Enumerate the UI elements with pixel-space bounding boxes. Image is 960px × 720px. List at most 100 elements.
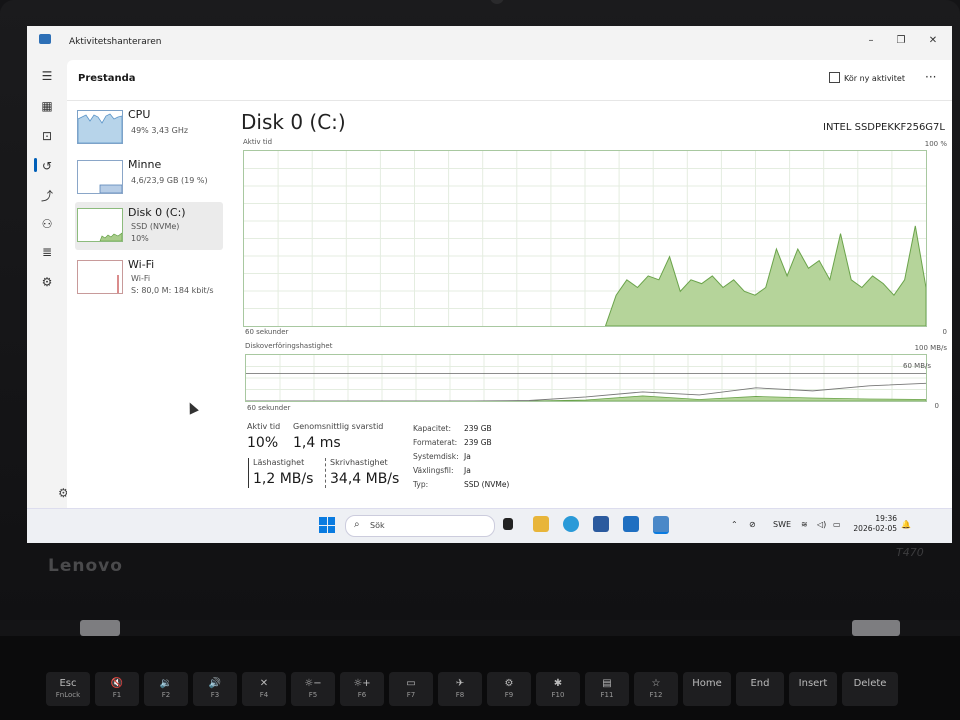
stat-read-value: 1,2 MB/s [253, 471, 314, 487]
run-task-label: Kör ny aktivitet [844, 74, 905, 83]
key-sublabel: F6 [357, 691, 367, 699]
transfer-mid-label: 60 MB/s [903, 362, 931, 370]
disk-thumbnail [77, 208, 123, 242]
details-icon[interactable]: ≣ [41, 245, 53, 259]
perf-item-cpu[interactable]: CPU 49% 3,43 GHz [75, 104, 223, 152]
key-f3: 🔊 F3 [193, 672, 237, 706]
key-label: ▭ [406, 678, 416, 689]
hinge-left [80, 620, 120, 636]
key-insert: Insert [789, 672, 837, 706]
key-label: Insert [798, 678, 828, 689]
disk-detail: Disk 0 (C:) INTEL SSDPEKKF256G7L Aktiv t… [235, 104, 947, 514]
camera-off-icon[interactable]: ⊘ [749, 520, 756, 529]
write-series-line [246, 382, 926, 401]
clock[interactable]: 19:36 2026-02-05 [841, 514, 897, 534]
write-bar [325, 458, 326, 488]
perf-item-wifi[interactable]: Wi-Fi Wi-Fi S: 80,0 M: 184 kbit/s [75, 254, 223, 302]
key-f8: ✈ F8 [438, 672, 482, 706]
minimize-button[interactable]: – [868, 35, 874, 46]
key-sublabel: F5 [308, 691, 318, 699]
task-view-icon[interactable] [503, 518, 513, 530]
page-header: Prestanda Kör ny aktivitet ··· [67, 60, 952, 101]
perf-item-disk[interactable]: Disk 0 (C:) SSD (NVMe) 10% [75, 202, 223, 250]
performance-list: CPU 49% 3,43 GHz Minne 4,6/23,9 GB (19 %… [75, 104, 223, 504]
transfer-x-label: 60 sekunder [247, 404, 291, 412]
services-icon[interactable]: ⚙ [41, 275, 53, 289]
key-fnlock: Esc FnLock [46, 672, 90, 706]
key-f11: ▤ F11 [585, 672, 629, 706]
prop-value: 239 GB [464, 424, 492, 433]
key-label: 🔊 [208, 678, 222, 689]
key-sublabel: F3 [210, 691, 220, 699]
wifi-thumbnail [77, 260, 123, 294]
key-sublabel: F9 [504, 691, 514, 699]
perf-item-name: Minne [128, 158, 162, 171]
run-new-task-button[interactable]: Kör ny aktivitet [829, 72, 905, 83]
active-indicator [34, 158, 37, 172]
maximize-button[interactable]: ❐ [896, 35, 906, 46]
key-label: Home [692, 678, 722, 689]
edge-icon[interactable] [563, 516, 579, 532]
outlook-icon[interactable] [623, 516, 639, 532]
key-sublabel: F7 [406, 691, 416, 699]
chevron-up-icon[interactable]: ⌃ [731, 520, 738, 529]
key-label: 🔇 [110, 678, 124, 689]
key-sublabel: F11 [600, 691, 614, 699]
taskbar: ⌕ Sök ⌃ ⊘ SWE ≋ ◁) ▭ 19:36 2026-02-05 🔔 [27, 508, 952, 543]
settings-icon[interactable]: ⚙ [58, 486, 69, 500]
file-explorer-icon[interactable] [533, 516, 549, 532]
processes-icon[interactable]: ▦ [41, 99, 53, 113]
transfer-svg [246, 355, 926, 401]
model-tag: T470 [896, 546, 924, 559]
battery-icon[interactable]: ▭ [833, 520, 841, 529]
run-task-icon [829, 72, 840, 83]
taskbar-search[interactable]: ⌕ Sök [345, 515, 495, 537]
prop-value: 239 GB [464, 438, 492, 447]
close-button[interactable]: ✕ [928, 35, 938, 46]
users-icon[interactable]: ⚇ [41, 217, 53, 231]
key-sublabel: FnLock [55, 691, 81, 699]
key-label: ☼− [304, 678, 322, 689]
clock-time: 19:36 [875, 514, 897, 523]
store-icon[interactable] [593, 516, 609, 532]
prop-key: Växlingsfil: [413, 466, 454, 475]
key-f2: 🔉 F2 [144, 672, 188, 706]
cpu-thumbnail [77, 110, 123, 144]
key-sublabel: F2 [161, 691, 171, 699]
task-manager-taskbar-icon[interactable] [653, 516, 669, 534]
task-manager-icon [39, 34, 51, 44]
key-sublabel: F12 [649, 691, 663, 699]
key-label: Esc [59, 678, 77, 689]
wifi-icon[interactable]: ≋ [801, 520, 808, 529]
search-text: Sök [370, 521, 385, 530]
perf-item-sub: 49% 3,43 GHz [131, 126, 189, 135]
keyboard: Esc FnLock 🔇 F1 🔉 F2 🔊 F3 ✕ F4 ☼− F5 ☼+ F6 ▭ F7 ✈ F8 ⚙ F9 ✱ F… [0, 636, 960, 720]
start-button[interactable] [319, 517, 335, 533]
webcam [490, 0, 504, 4]
prop-key: Formaterat: [413, 438, 458, 447]
key-f6: ☼+ F6 [340, 672, 384, 706]
startup-apps-icon[interactable]: ⤴ [40, 189, 53, 203]
key-label: 🔉 [159, 678, 173, 689]
key-label: ▤ [602, 678, 612, 689]
disk-title: Disk 0 (C:) [241, 110, 346, 134]
active-time-area [604, 225, 926, 326]
notification-icon[interactable]: 🔔 [901, 520, 911, 529]
transfer-label: Diskoverföringshastighet [245, 342, 333, 350]
more-options-button[interactable]: ··· [925, 70, 937, 84]
perf-item-memory[interactable]: Minne 4,6/23,9 GB (19 %) [75, 154, 223, 202]
prop-value: SSD (NVMe) [464, 480, 510, 489]
stat-resp-label: Genomsnittlig svarstid [293, 422, 384, 431]
performance-icon[interactable]: ⊡ [41, 129, 53, 143]
prop-key: Systemdisk: [413, 452, 459, 461]
language-indicator[interactable]: SWE [773, 520, 792, 529]
key-label: ☆ [651, 678, 661, 689]
volume-icon[interactable]: ◁) [817, 520, 827, 529]
search-icon: ⌕ [354, 519, 360, 530]
app-history-icon[interactable]: ↺ [41, 159, 53, 173]
key-label: ⚙ [504, 678, 514, 689]
prop-key: Typ: [413, 480, 429, 489]
perf-item-sub: 4,6/23,9 GB (19 %) [131, 176, 208, 185]
hamburger-icon[interactable]: ☰ [41, 69, 53, 83]
prop-key: Kapacitet: [413, 424, 451, 433]
